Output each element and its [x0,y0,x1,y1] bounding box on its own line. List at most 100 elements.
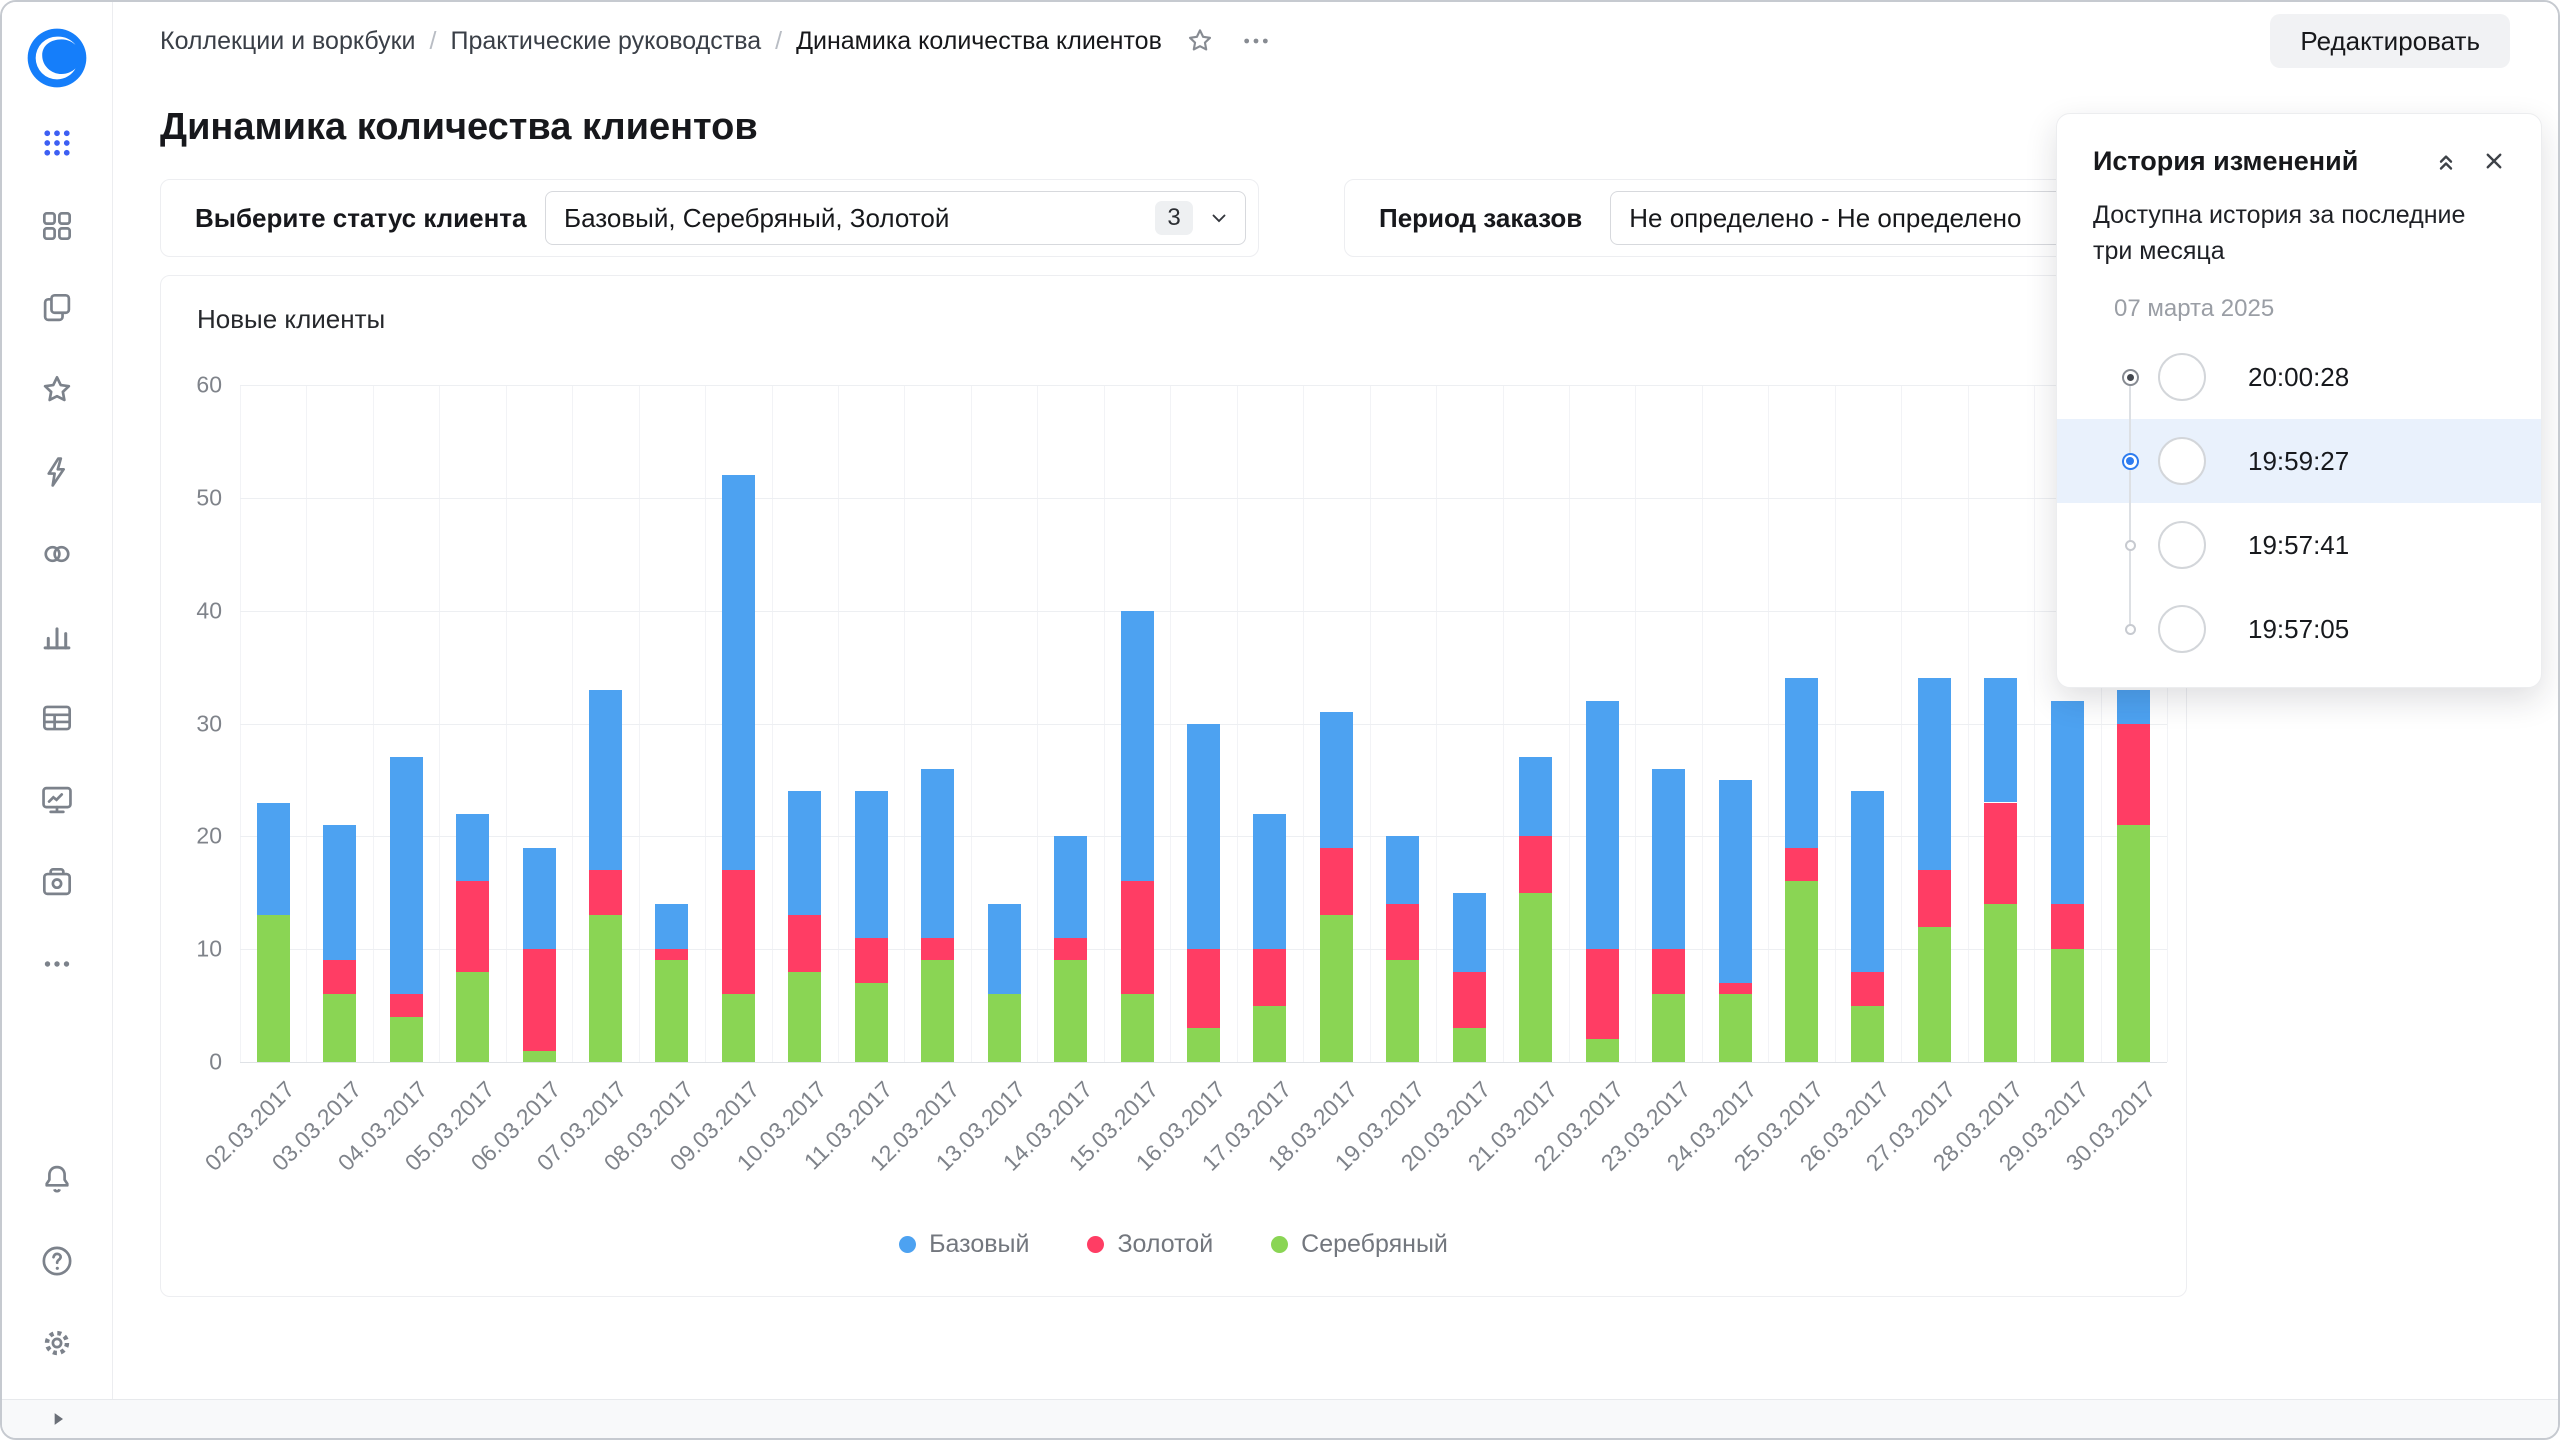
bar-segment-Базовый[interactable] [1785,678,1819,848]
bar-segment-Базовый[interactable] [1984,678,2018,803]
bar-segment-Золотой[interactable] [854,937,888,984]
expand-sidebar-icon[interactable] [48,1409,68,1429]
bar-segment-Базовый[interactable] [987,904,1021,995]
edit-button[interactable]: Редактировать [2270,14,2510,68]
sidebar-item-tables[interactable] [37,698,77,738]
bar-segment-Серебряный[interactable] [1917,926,1951,1062]
bar-segment-Базовый[interactable] [1120,610,1154,882]
bar-segment-Базовый[interactable] [323,825,357,961]
bar-segment-Базовый[interactable] [1253,813,1287,950]
bar-segment-Базовый[interactable] [1187,723,1220,950]
bar-segment-Базовый[interactable] [655,904,689,950]
bar-segment-Серебряный[interactable] [522,1050,556,1062]
history-entry[interactable]: 19:57:41 [2057,503,2541,587]
bar-segment-Базовый[interactable] [389,757,423,995]
bar-segment-Золотой[interactable] [1120,881,1154,995]
bar-segment-Золотой[interactable] [522,949,556,1051]
bar-segment-Серебряный[interactable] [1718,994,1752,1062]
sidebar-item-more[interactable] [37,944,77,984]
breadcrumb-guides[interactable]: Практические руководства [450,26,762,55]
bar-segment-Базовый[interactable] [1652,768,1686,950]
bar-segment-Серебряный[interactable] [987,994,1021,1062]
bar-segment-Серебряный[interactable] [1187,1028,1220,1062]
apps-grid-button[interactable] [37,124,77,164]
bar-segment-Золотой[interactable] [1984,802,2018,905]
bar-segment-Базовый[interactable] [788,791,822,916]
bar-segment-Золотой[interactable] [323,960,357,995]
sidebar-item-datasets[interactable] [37,534,77,574]
bar-segment-Серебряный[interactable] [2050,949,2084,1062]
bar-segment-Базовый[interactable] [522,847,556,950]
bar-segment-Серебряный[interactable] [588,915,622,1062]
bar-segment-Базовый[interactable] [854,791,888,938]
bar-segment-Базовый[interactable] [721,475,755,871]
bar-segment-Серебряный[interactable] [1386,960,1420,1062]
bar-segment-Серебряный[interactable] [2117,825,2151,1062]
legend-item-Золотой[interactable]: Золотой [1087,1230,1213,1259]
bar-segment-Золотой[interactable] [1187,949,1220,1029]
bar-segment-Базовый[interactable] [1452,892,1486,972]
bar-segment-Золотой[interactable] [1386,904,1420,961]
bar-segment-Золотой[interactable] [655,949,689,961]
bar-segment-Серебряный[interactable] [1452,1028,1486,1062]
sidebar-item-notifications[interactable] [37,1159,77,1199]
bar-segment-Серебряный[interactable] [1585,1039,1619,1062]
bar-segment-Базовый[interactable] [1718,779,1752,984]
bar-segment-Базовый[interactable] [1386,836,1420,905]
breadcrumb-collections[interactable]: Коллекции и воркбуки [160,26,416,55]
bar-segment-Золотой[interactable] [2117,723,2151,826]
bar-segment-Базовый[interactable] [1319,712,1353,848]
bar-segment-Базовый[interactable] [456,813,490,882]
bar-segment-Серебряный[interactable] [1054,960,1088,1062]
bar-segment-Серебряный[interactable] [1785,881,1819,1062]
bar-segment-Серебряный[interactable] [788,971,822,1062]
bar-segment-Золотой[interactable] [1851,971,1885,1006]
bar-segment-Золотой[interactable] [1585,949,1619,1040]
bar-segment-Серебряный[interactable] [921,960,955,1062]
bar-segment-Золотой[interactable] [2050,904,2084,950]
bar-segment-Серебряный[interactable] [323,994,357,1062]
bar-segment-Базовый[interactable] [2117,689,2151,724]
bar-segment-Базовый[interactable] [588,689,622,871]
bar-segment-Золотой[interactable] [1319,847,1353,916]
bar-segment-Базовый[interactable] [1917,678,1951,871]
bar-segment-Серебряный[interactable] [1319,915,1353,1062]
legend-item-Серебряный[interactable]: Серебряный [1271,1230,1448,1259]
sidebar-item-charts[interactable] [37,616,77,656]
bar-segment-Серебряный[interactable] [721,994,755,1062]
sidebar-item-editor[interactable] [37,452,77,492]
close-panel-button[interactable] [2475,142,2513,180]
history-radio[interactable] [2121,452,2139,470]
bar-segment-Серебряный[interactable] [655,960,689,1062]
bar-segment-Золотой[interactable] [588,870,622,916]
bar-segment-Золотой[interactable] [1718,983,1752,995]
bar-segment-Базовый[interactable] [256,802,290,916]
bar-segment-Золотой[interactable] [1452,971,1486,1029]
sidebar-item-help[interactable] [37,1241,77,1281]
favorite-button[interactable] [1184,25,1216,57]
bar-segment-Серебряный[interactable] [854,983,888,1062]
bar-segment-Золотой[interactable] [1917,870,1951,927]
more-actions-button[interactable] [1240,25,1272,57]
bar-segment-Серебряный[interactable] [1851,1005,1885,1062]
sidebar-item-settings[interactable] [37,1323,77,1363]
bar-segment-Золотой[interactable] [1652,949,1686,995]
bar-segment-Серебряный[interactable] [1253,1005,1287,1062]
history-entry[interactable]: 20:00:28 [2057,335,2541,419]
bar-segment-Базовый[interactable] [921,768,955,938]
sidebar-item-dashboards[interactable] [37,780,77,820]
bar-segment-Базовый[interactable] [1585,700,1619,950]
bar-segment-Золотой[interactable] [1785,847,1819,882]
bar-segment-Базовый[interactable] [2050,700,2084,905]
legend-item-Базовый[interactable]: Базовый [899,1230,1029,1259]
bar-segment-Золотой[interactable] [721,870,755,995]
bar-segment-Золотой[interactable] [921,937,955,961]
bar-segment-Золотой[interactable] [788,915,822,972]
bar-segment-Серебряный[interactable] [456,971,490,1062]
bar-segment-Серебряный[interactable] [1519,892,1553,1062]
bar-segment-Золотой[interactable] [1253,949,1287,1006]
sidebar-item-workbooks[interactable] [37,288,77,328]
bar-segment-Базовый[interactable] [1851,791,1885,972]
sidebar-item-storage[interactable] [37,862,77,902]
collapse-panel-button[interactable] [2427,142,2465,180]
